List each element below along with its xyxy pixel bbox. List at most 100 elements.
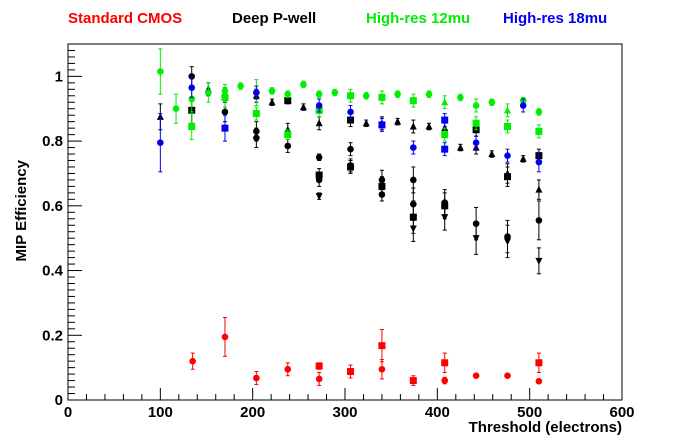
data-point-high-res-12mu bbox=[284, 129, 292, 140]
data-point-high-res-18mu bbox=[504, 148, 511, 163]
square-marker bbox=[347, 116, 355, 124]
square-marker bbox=[378, 342, 386, 350]
triangle-down-marker bbox=[504, 238, 512, 246]
triangle-up-marker bbox=[504, 106, 512, 114]
square-marker bbox=[441, 131, 449, 139]
data-point-standard-cmos bbox=[284, 362, 292, 377]
circle-marker bbox=[504, 152, 511, 159]
square-marker bbox=[409, 97, 417, 105]
data-point-standard-cmos bbox=[253, 371, 260, 385]
x-tick-label: 600 bbox=[609, 404, 634, 421]
data-point-high-res-12mu bbox=[331, 88, 339, 97]
data-point-high-res-12mu bbox=[188, 113, 196, 140]
data-point-high-res-18mu bbox=[410, 140, 417, 155]
square-marker bbox=[347, 92, 355, 100]
x-tick-label: 300 bbox=[332, 404, 357, 421]
data-point-high-res-12mu bbox=[237, 82, 244, 90]
circle-marker bbox=[315, 176, 323, 184]
square-marker bbox=[535, 359, 543, 367]
circle-marker bbox=[347, 145, 354, 153]
data-point-standard-cmos bbox=[441, 352, 449, 373]
square-marker bbox=[252, 110, 260, 118]
circle-marker bbox=[504, 372, 511, 380]
data-point-deep-p-well bbox=[347, 160, 355, 174]
data-point-deep-p-well bbox=[268, 98, 276, 106]
data-point-deep-p-well bbox=[299, 103, 307, 111]
data-point-high-res-12mu bbox=[425, 90, 433, 98]
circle-marker bbox=[362, 92, 370, 100]
circle-marker bbox=[378, 191, 386, 198]
y-tick-label: 0 bbox=[55, 392, 63, 409]
triangle-up-marker bbox=[425, 122, 433, 130]
data-point-deep-p-well bbox=[535, 200, 543, 241]
circle-marker bbox=[172, 105, 180, 113]
data-point-deep-p-well bbox=[315, 192, 323, 201]
data-point-standard-cmos bbox=[347, 364, 355, 379]
triangle-up-marker bbox=[441, 98, 449, 106]
data-point-high-res-18mu bbox=[519, 98, 527, 113]
square-marker bbox=[441, 359, 449, 367]
data-point-high-res-18mu bbox=[378, 117, 386, 132]
circle-marker bbox=[519, 102, 527, 109]
data-point-standard-cmos bbox=[441, 376, 449, 385]
data-point-deep-p-well bbox=[535, 247, 543, 275]
circle-marker bbox=[441, 377, 449, 384]
circle-marker bbox=[253, 374, 260, 382]
triangle-up-marker bbox=[456, 143, 464, 151]
data-point-high-res-12mu bbox=[441, 127, 449, 142]
data-point-high-res-12mu bbox=[504, 119, 512, 134]
legend-high-res-18mu: High-res 18mu bbox=[503, 10, 608, 27]
data-point-high-res-18mu bbox=[157, 113, 164, 173]
data-point-high-res-12mu bbox=[488, 98, 496, 106]
square-marker bbox=[347, 163, 355, 171]
square-marker bbox=[315, 362, 323, 370]
data-point-deep-p-well bbox=[535, 179, 543, 200]
circle-marker bbox=[284, 365, 292, 373]
circle-marker bbox=[315, 153, 323, 161]
x-tick-label: 100 bbox=[148, 404, 173, 421]
data-point-standard-cmos bbox=[378, 359, 386, 380]
data-point-high-res-12mu bbox=[504, 103, 512, 118]
data-point-deep-p-well bbox=[284, 138, 292, 153]
data-point-standard-cmos bbox=[315, 362, 323, 370]
data-point-high-res-18mu bbox=[347, 104, 354, 119]
circle-marker bbox=[237, 82, 244, 90]
circle-marker bbox=[394, 90, 401, 98]
data-point-high-res-18mu bbox=[441, 142, 449, 157]
circle-marker bbox=[457, 94, 464, 101]
square-marker bbox=[441, 116, 449, 124]
x-tick-label: 400 bbox=[425, 404, 450, 421]
data-point-deep-p-well bbox=[315, 116, 323, 131]
data-point-high-res-12mu bbox=[157, 48, 164, 95]
legend-high-res-12mu: High-res 12mu bbox=[366, 10, 471, 27]
triangle-up-marker bbox=[299, 103, 307, 111]
data-point-standard-cmos bbox=[535, 377, 543, 385]
square-marker bbox=[441, 145, 449, 153]
circle-marker bbox=[268, 87, 276, 95]
triangle-down-marker bbox=[535, 257, 543, 265]
circle-marker bbox=[300, 81, 307, 88]
circle-marker bbox=[221, 333, 229, 341]
square-marker bbox=[284, 131, 292, 139]
data-point-high-res-12mu bbox=[378, 90, 386, 105]
square-marker bbox=[378, 121, 386, 129]
data-point-standard-cmos bbox=[409, 375, 417, 386]
data-point-high-res-12mu bbox=[535, 108, 543, 116]
triangle-up-marker bbox=[362, 119, 370, 127]
data-point-high-res-12mu bbox=[268, 87, 276, 95]
y-tick-label: 0.8 bbox=[42, 133, 63, 150]
circle-marker bbox=[488, 98, 496, 106]
data-point-deep-p-well bbox=[441, 203, 449, 231]
triangle-down-marker bbox=[409, 225, 417, 233]
square-marker bbox=[472, 119, 480, 127]
x-tick-label: 0 bbox=[64, 404, 72, 421]
data-point-high-res-12mu bbox=[300, 80, 307, 89]
legend-deep-p-well: Deep P-well bbox=[232, 10, 317, 27]
data-point-standard-cmos bbox=[315, 371, 323, 386]
circle-marker bbox=[535, 158, 543, 166]
data-point-high-res-18mu bbox=[535, 151, 543, 173]
data-point-high-res-12mu bbox=[409, 93, 417, 108]
y-tick-label: 0.2 bbox=[42, 327, 63, 344]
circle-marker bbox=[205, 89, 212, 96]
triangle-down-marker bbox=[472, 235, 480, 243]
